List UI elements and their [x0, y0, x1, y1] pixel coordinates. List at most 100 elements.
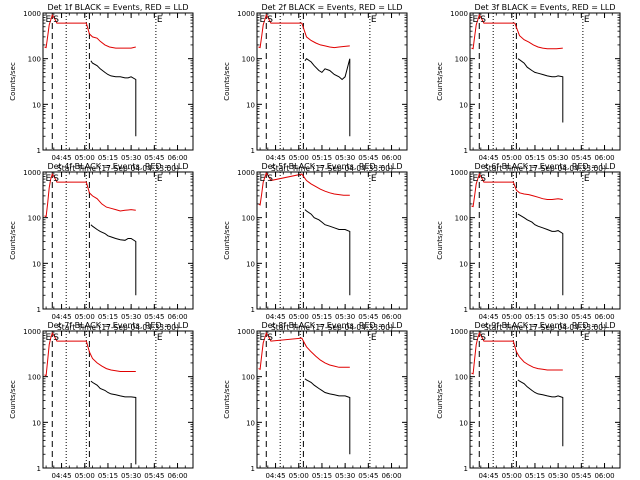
y-tick-label: 1000: [237, 328, 255, 336]
plot-frame: [469, 171, 621, 310]
y-tick-label: 1000: [23, 328, 41, 336]
x-tick-label: 05:00: [289, 313, 309, 321]
y-tick-label: 1: [251, 465, 255, 473]
y-axis-label: Counts/sec: [9, 380, 17, 419]
y-tick-label: 100: [455, 56, 468, 64]
plot-frame: [256, 171, 408, 310]
y-tick-label: 1: [37, 306, 41, 314]
x-axis-label: Start Time (17-Sep-04 04:33:00): [484, 164, 606, 173]
y-tick-label: 100: [242, 56, 255, 64]
y-tick-label: 1000: [23, 10, 41, 18]
y-tick-label: 1000: [23, 169, 41, 177]
event-marker-e: E: [371, 15, 377, 25]
x-tick-label: 04:45: [478, 154, 498, 162]
x-axis-label: Start Time (17-Sep-04 04:33:00): [271, 164, 393, 173]
y-tick-label: 10: [246, 101, 255, 109]
panel-det-9: Det 9f BLACK = Events, RED = LLD Counts/s…: [436, 321, 621, 480]
event-marker-s: S: [267, 174, 273, 184]
y-axis-label: Counts/sec: [436, 380, 444, 419]
y-axis-label: Counts/sec: [223, 62, 231, 101]
x-tick-label: 05:45: [571, 313, 591, 321]
event-marker-s: S: [53, 15, 59, 25]
y-tick-label: 100: [455, 215, 468, 223]
event-marker-e: E: [473, 174, 479, 184]
series-line-events: [90, 224, 137, 296]
x-tick-label: 05:30: [335, 472, 355, 480]
event-marker-e: E: [46, 333, 52, 343]
event-marker-s: S: [480, 174, 486, 184]
y-tick-label: 1: [37, 147, 41, 155]
y-tick-label: 1000: [450, 10, 468, 18]
x-tick-label: 05:15: [98, 313, 118, 321]
series-line-lld: [471, 172, 563, 208]
series-line-events: [304, 58, 351, 137]
series-line-lld: [258, 331, 350, 371]
x-tick-label: 05:15: [525, 313, 545, 321]
chart-title: Det 9f BLACK = Events, RED = LLD: [474, 321, 615, 330]
x-tick-label: 05:45: [571, 154, 591, 162]
plot-frame: [42, 330, 194, 469]
plot-frame: [42, 171, 194, 310]
event-marker-s: S: [267, 15, 273, 25]
x-tick-label: 05:45: [144, 313, 164, 321]
y-axis-label: Counts/sec: [9, 62, 17, 101]
series-line-events: [304, 209, 351, 296]
x-tick-label: 05:15: [312, 313, 332, 321]
y-tick-label: 1000: [237, 10, 255, 18]
y-tick-label: 1: [464, 147, 468, 155]
y-tick-label: 10: [459, 101, 468, 109]
x-axis-label: Start Time (17-Sep-04 04:33:00): [57, 164, 179, 173]
chart-title: Det 7f BLACK = Events, RED = LLD: [47, 321, 188, 330]
event-marker-s: S: [480, 333, 486, 343]
event-marker-e: E: [157, 174, 163, 184]
y-tick-label: 1: [251, 306, 255, 314]
x-tick-label: 05:15: [312, 472, 332, 480]
x-tick-label: 05:15: [98, 154, 118, 162]
y-tick-label: 1000: [237, 169, 255, 177]
y-tick-label: 1: [464, 306, 468, 314]
y-axis-label: Counts/sec: [436, 221, 444, 260]
panel-det-8: Det 8f BLACK = Events, RED = LLD Counts/s…: [223, 321, 408, 480]
x-tick-label: 05:00: [502, 313, 522, 321]
event-marker-e: E: [371, 333, 377, 343]
x-tick-label: 05:30: [121, 154, 141, 162]
x-tick-label: 06:00: [167, 472, 187, 480]
series-line-lld: [44, 172, 136, 218]
x-tick-label: 04:45: [478, 472, 498, 480]
y-tick-label: 100: [242, 215, 255, 223]
y-tick-label: 1: [464, 465, 468, 473]
x-tick-label: 05:30: [335, 154, 355, 162]
x-tick-label: 05:00: [289, 472, 309, 480]
x-tick-label: 06:00: [381, 154, 401, 162]
x-tick-label: 05:00: [75, 472, 95, 480]
x-tick-label: 04:45: [478, 313, 498, 321]
series-line-lld: [44, 331, 136, 377]
chart-title: Det 2f BLACK = Events, RED = LLD: [261, 3, 402, 12]
x-tick-label: 06:00: [381, 472, 401, 480]
panel-det-3: Det 3f BLACK = Events, RED = LLD Counts/s…: [436, 3, 621, 173]
x-tick-label: 04:45: [265, 313, 285, 321]
y-tick-label: 100: [28, 374, 41, 382]
x-tick-label: 04:45: [51, 154, 71, 162]
x-tick-label: 05:45: [358, 472, 378, 480]
series-line-lld: [471, 13, 563, 50]
panel-det-4: Det 4f BLACK = Events, RED = LLD Counts/s…: [9, 162, 194, 332]
x-tick-label: 05:45: [571, 472, 591, 480]
series-line-lld: [471, 331, 563, 375]
x-axis-label: Start Time (17-Sep-04 04:33:00): [484, 323, 606, 332]
x-tick-label: 04:45: [265, 472, 285, 480]
y-tick-label: 10: [459, 260, 468, 268]
chart-title: Det 4f BLACK = Events, RED = LLD: [47, 162, 188, 171]
event-marker-e: E: [260, 174, 266, 184]
y-tick-label: 1000: [450, 328, 468, 336]
y-tick-label: 100: [455, 374, 468, 382]
chart-title: Det 6f BLACK = Events, RED = LLD: [474, 162, 615, 171]
x-tick-label: 05:15: [525, 154, 545, 162]
y-tick-label: 10: [459, 419, 468, 427]
x-axis-label: Start Time (17-Sep-04 04:33:00): [57, 323, 179, 332]
event-marker-e: E: [260, 333, 266, 343]
chart-title: Det 8f BLACK = Events, RED = LLD: [261, 321, 402, 330]
event-marker-e: E: [157, 333, 163, 343]
plot-frame: [469, 330, 621, 469]
